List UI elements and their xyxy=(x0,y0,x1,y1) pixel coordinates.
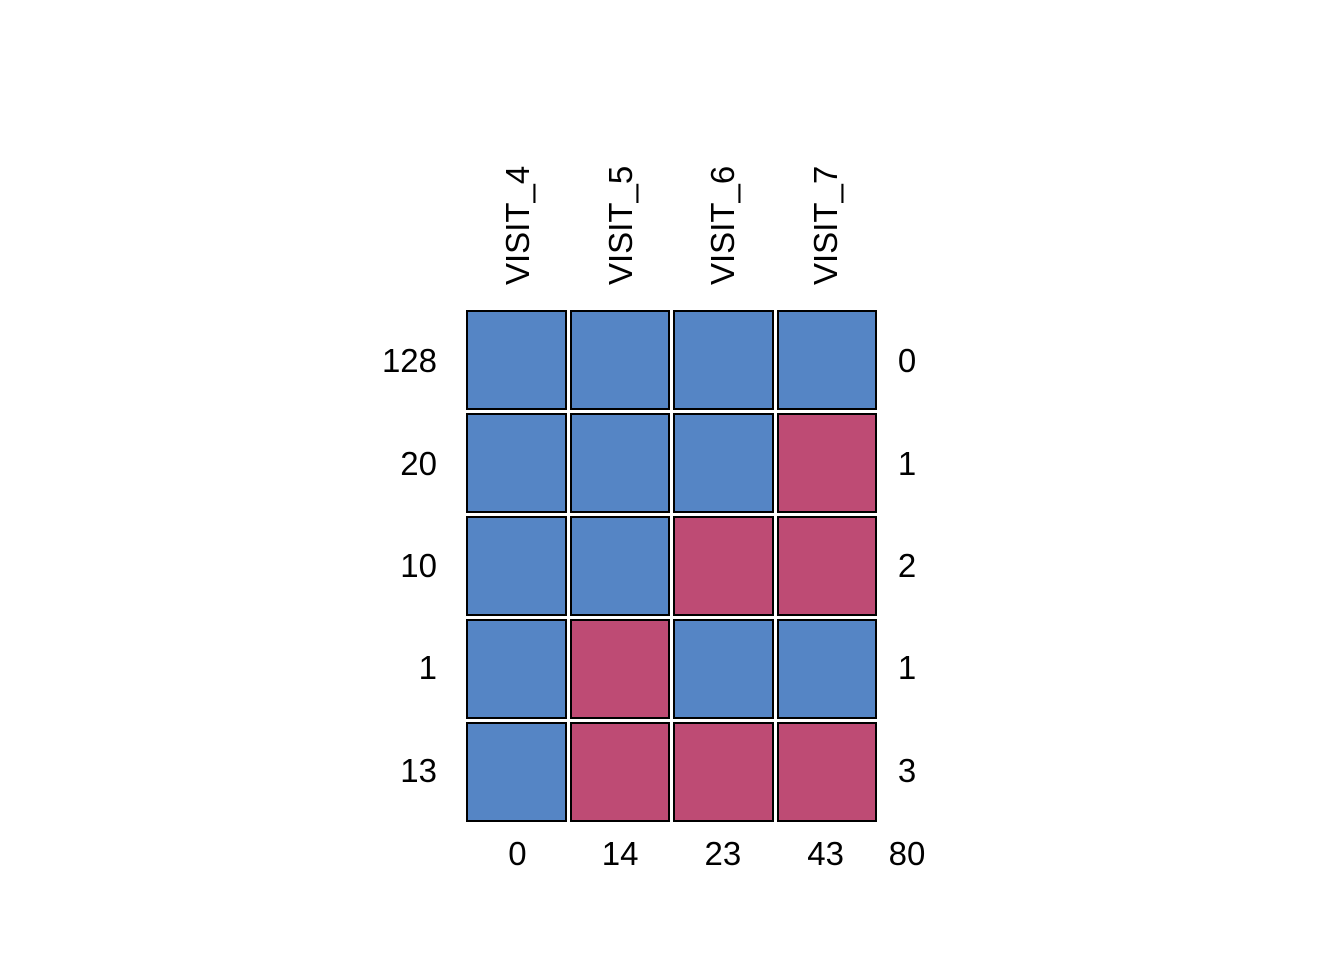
cell-observed-row1-col3 xyxy=(673,310,774,410)
column-label-visit_6: VISIT_6 xyxy=(704,165,742,285)
cell-observed-row4-col4 xyxy=(776,619,877,719)
cell-observed-row4-col3 xyxy=(673,619,774,719)
missing-per-pattern-label-row4: 1 xyxy=(897,649,917,687)
column-label-visit_4: VISIT_4 xyxy=(498,165,536,285)
cell-observed-row5-col1 xyxy=(466,722,567,822)
missing-per-variable-label-col3: 23 xyxy=(704,835,742,872)
cell-observed-row2-col3 xyxy=(673,413,774,513)
cell-observed-row1-col1 xyxy=(466,310,567,410)
cell-missing-row4-col2 xyxy=(569,619,670,719)
missing-per-variable-label-col4: 43 xyxy=(807,835,844,872)
cell-missing-row3-col4 xyxy=(776,516,877,616)
total-missing-label: 80 xyxy=(888,835,926,872)
pattern-count-label-row3: 10 xyxy=(400,547,437,584)
pattern-count-label-row4: 1 xyxy=(418,649,437,687)
cell-missing-row5-col3 xyxy=(673,722,774,822)
missing-per-pattern-label-row1: 0 xyxy=(897,342,917,380)
cell-observed-row1-col4 xyxy=(776,310,877,410)
column-label-visit_7: VISIT_7 xyxy=(807,165,845,285)
cell-observed-row4-col1 xyxy=(466,619,567,719)
cell-observed-row3-col2 xyxy=(569,516,670,616)
pattern-count-label-row2: 20 xyxy=(400,444,437,482)
cell-observed-row2-col1 xyxy=(466,413,567,513)
pattern-count-label-row5: 13 xyxy=(400,751,437,789)
column-label-visit_5: VISIT_5 xyxy=(601,165,639,285)
missing-per-variable-label-col2: 14 xyxy=(601,835,639,872)
cell-observed-row1-col2 xyxy=(569,310,670,410)
cell-observed-row2-col2 xyxy=(569,413,670,513)
cell-observed-row3-col1 xyxy=(466,516,567,616)
cell-missing-row2-col4 xyxy=(776,413,877,513)
pattern-count-label-row1: 128 xyxy=(381,342,437,380)
missing-per-pattern-label-row3: 2 xyxy=(897,547,917,584)
pattern-grid xyxy=(466,310,877,822)
cell-missing-row5-col4 xyxy=(776,722,877,822)
missing-per-pattern-label-row5: 3 xyxy=(897,751,917,789)
cell-missing-row5-col2 xyxy=(569,722,670,822)
missing-per-variable-label-col1: 0 xyxy=(508,835,527,872)
missing-per-pattern-label-row2: 1 xyxy=(897,444,917,482)
cell-missing-row3-col3 xyxy=(673,516,774,616)
